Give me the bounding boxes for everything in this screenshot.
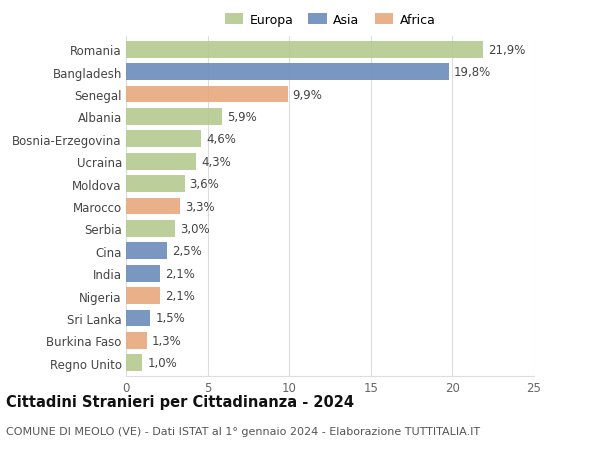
Text: 1,5%: 1,5% [155, 312, 185, 325]
Bar [126, 109, 222, 126]
Text: 2,1%: 2,1% [165, 267, 195, 280]
Text: 2,5%: 2,5% [172, 245, 202, 257]
Bar [126, 153, 196, 170]
Bar [126, 355, 142, 371]
Text: 3,6%: 3,6% [190, 178, 220, 190]
Text: 1,0%: 1,0% [147, 357, 177, 369]
Text: COMUNE DI MEOLO (VE) - Dati ISTAT al 1° gennaio 2024 - Elaborazione TUTTITALIA.I: COMUNE DI MEOLO (VE) - Dati ISTAT al 1° … [6, 426, 480, 436]
Text: 2,1%: 2,1% [165, 290, 195, 302]
Bar [126, 64, 449, 81]
Legend: Europa, Asia, Africa: Europa, Asia, Africa [224, 14, 436, 27]
Bar [126, 42, 484, 58]
Text: Cittadini Stranieri per Cittadinanza - 2024: Cittadini Stranieri per Cittadinanza - 2… [6, 394, 354, 409]
Bar [126, 131, 201, 148]
Text: 4,6%: 4,6% [206, 133, 236, 146]
Bar [126, 287, 160, 304]
Text: 3,0%: 3,0% [180, 223, 209, 235]
Bar [126, 86, 287, 103]
Text: 4,3%: 4,3% [201, 156, 231, 168]
Bar [126, 220, 175, 237]
Text: 19,8%: 19,8% [454, 66, 491, 79]
Bar [126, 265, 160, 282]
Text: 3,3%: 3,3% [185, 200, 214, 213]
Text: 9,9%: 9,9% [292, 88, 322, 101]
Bar [126, 332, 147, 349]
Bar [126, 310, 151, 327]
Text: 1,3%: 1,3% [152, 334, 182, 347]
Bar [126, 176, 185, 193]
Text: 5,9%: 5,9% [227, 111, 257, 123]
Text: 21,9%: 21,9% [488, 44, 526, 56]
Bar [126, 198, 180, 215]
Bar [126, 243, 167, 260]
